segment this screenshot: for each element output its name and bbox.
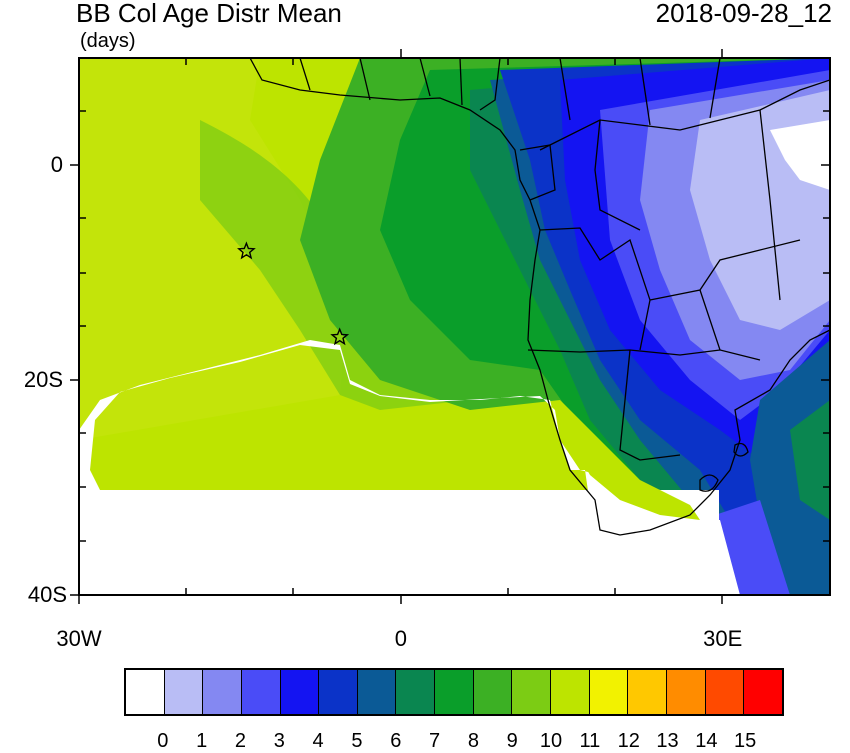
lat-label: 20S: [23, 367, 63, 393]
colorbar-label: 12: [617, 730, 640, 752]
colorbar-box-5: [319, 670, 358, 714]
colorbar-box-8: [435, 670, 474, 714]
field-light-west: [79, 58, 345, 440]
colorbar-box-13: [628, 670, 667, 714]
axis-ticks: [70, 49, 830, 604]
colorbar-box-12: [589, 670, 629, 714]
colorbar-box-7: [396, 670, 436, 714]
field-south-white-gap: [680, 520, 740, 595]
colorbar-label: 15: [734, 730, 757, 752]
field-east-coast: [750, 340, 830, 595]
colorbar-box-14: [666, 670, 706, 714]
datetime-label: 2018-09-28_12: [655, 0, 832, 28]
lon-label: 30W: [56, 626, 102, 651]
coastlines: [249, 58, 830, 536]
colorbar-box-1: [164, 670, 204, 714]
colorbar-label: 3: [273, 730, 285, 752]
lon-label: 0: [394, 626, 407, 651]
star-markers: [237, 241, 350, 346]
colorbar-label: 6: [390, 730, 402, 752]
colorbar-label: 1: [196, 730, 208, 752]
lon-label: 30E: [703, 626, 743, 651]
colorbar-label: 11: [579, 730, 601, 752]
colorbar-box-16: [744, 670, 782, 714]
colorbar-label: 7: [429, 730, 441, 752]
field-south-white-lower: [79, 490, 719, 595]
map-title: BB Col Age Distr Mean: [76, 0, 342, 28]
units-label: (days): [80, 30, 136, 52]
star-marker-2: [330, 327, 350, 346]
colorbar-label: 5: [351, 730, 363, 752]
field-band-0-ne: [770, 120, 830, 190]
colorbar-box-6: [357, 670, 397, 714]
colorbar-box-3: [241, 670, 281, 714]
colorbar-label: 4: [312, 730, 324, 752]
colorbar: [124, 668, 784, 716]
colorbar-box-9: [473, 670, 513, 714]
lat-label: 40S: [27, 582, 67, 607]
star-marker-1: [237, 241, 256, 260]
colorbar-label: 14: [695, 730, 718, 752]
colorbar-label: 10: [539, 730, 563, 752]
colorbar-label: 8: [467, 730, 479, 752]
colorbar-label: 13: [656, 730, 679, 752]
colorbar-label: 9: [506, 730, 518, 752]
colorbar-label: 0: [157, 730, 169, 752]
colorbar-box-0: [126, 670, 165, 714]
colorbar-box-15: [705, 670, 745, 714]
colorbar-box-11: [551, 670, 590, 714]
colorbar-box-10: [512, 670, 552, 714]
colorbar-box-4: [280, 670, 320, 714]
lat-label: 0: [50, 152, 63, 178]
field-sa-coast-yellow: [560, 400, 700, 520]
colorbar-label: 2: [234, 730, 247, 752]
age-field: [79, 58, 830, 595]
colorbar-box-2: [203, 670, 242, 714]
field-east-green: [790, 400, 830, 520]
